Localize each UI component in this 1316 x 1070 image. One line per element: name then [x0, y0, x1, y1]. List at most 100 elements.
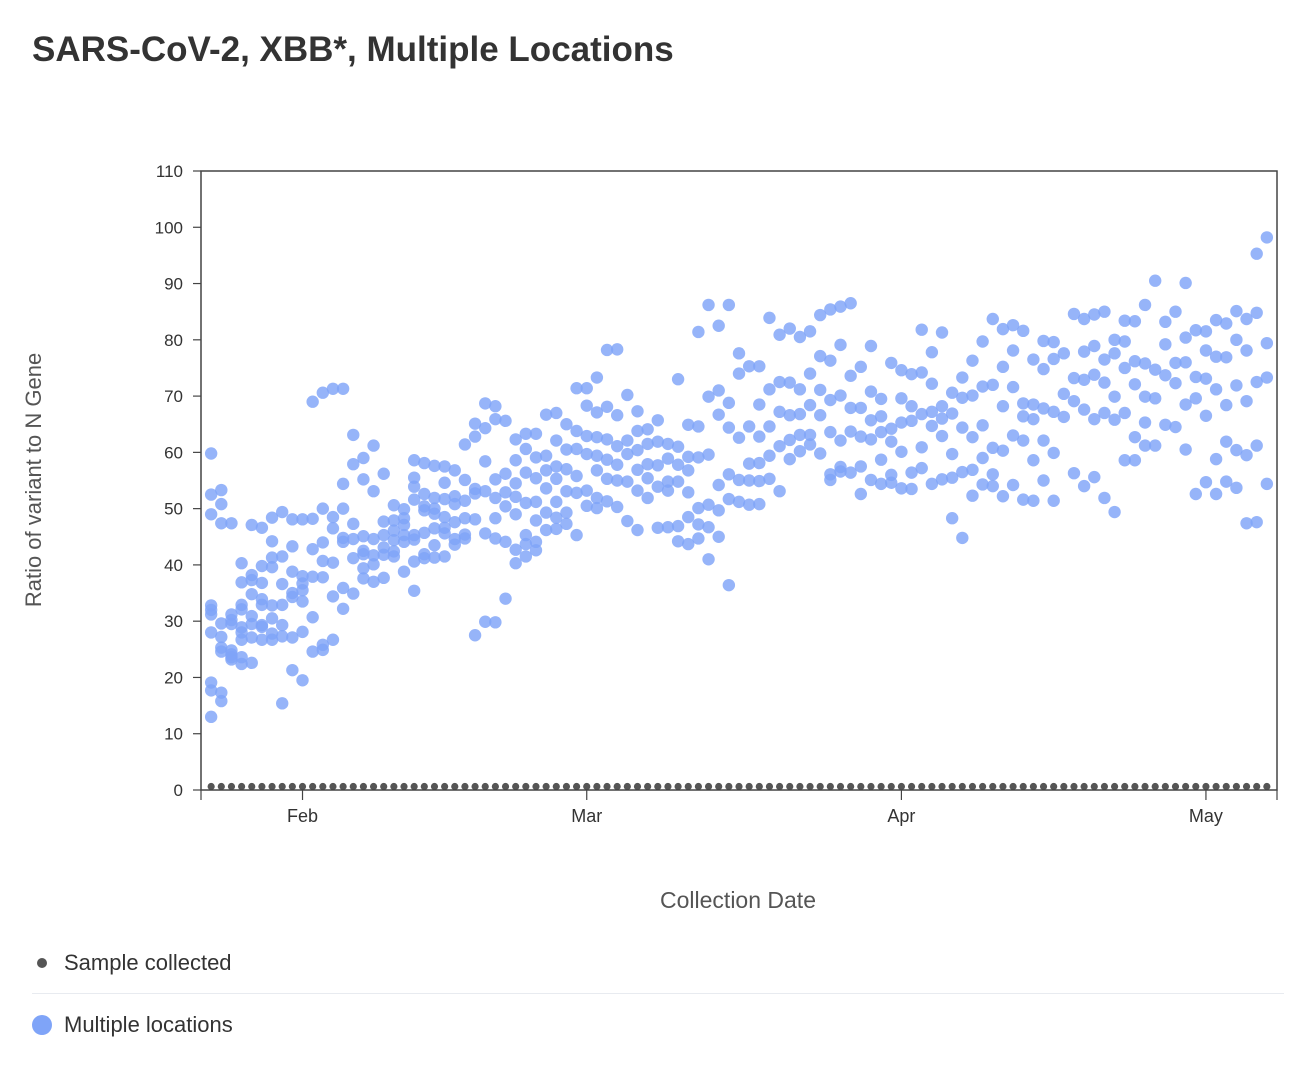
ratio-data-point[interactable]	[915, 407, 928, 421]
ratio-data-point[interactable]	[529, 451, 543, 464]
ratio-data-point[interactable]	[621, 434, 634, 447]
ratio-data-point[interactable]	[296, 674, 309, 687]
ratio-data-point[interactable]	[519, 496, 533, 510]
ratio-data-point[interactable]	[276, 697, 289, 710]
ratio-data-point[interactable]	[996, 322, 1010, 336]
ratio-data-point[interactable]	[986, 479, 999, 493]
ratio-data-point[interactable]	[631, 463, 644, 477]
ratio-data-point[interactable]	[702, 498, 715, 511]
ratio-data-point[interactable]	[956, 371, 969, 384]
ratio-data-point[interactable]	[671, 519, 685, 533]
ratio-data-point[interactable]	[438, 460, 451, 473]
ratio-data-point[interactable]	[499, 414, 512, 428]
ratio-data-point[interactable]	[844, 466, 857, 479]
ratio-data-point[interactable]	[215, 630, 228, 644]
ratio-data-point[interactable]	[651, 435, 664, 448]
ratio-data-point[interactable]	[824, 354, 837, 367]
ratio-data-point[interactable]	[1148, 274, 1162, 287]
ratio-data-point[interactable]	[1128, 355, 1142, 368]
ratio-data-point[interactable]	[895, 364, 908, 377]
ratio-data-point[interactable]	[1260, 336, 1274, 350]
ratio-data-point[interactable]	[1189, 487, 1202, 501]
ratio-data-point[interactable]	[347, 457, 360, 471]
ratio-data-point[interactable]	[1199, 325, 1213, 338]
ratio-data-point[interactable]	[1209, 452, 1223, 466]
ratio-data-point[interactable]	[1230, 443, 1243, 457]
ratio-data-point[interactable]	[1179, 356, 1192, 369]
ratio-data-point[interactable]	[783, 322, 796, 335]
ratio-data-point[interactable]	[1169, 356, 1182, 370]
ratio-data-point[interactable]	[306, 512, 319, 525]
ratio-data-point[interactable]	[824, 303, 837, 316]
ratio-data-point[interactable]	[286, 663, 299, 677]
ratio-data-point[interactable]	[499, 486, 512, 499]
ratio-data-point[interactable]	[245, 518, 258, 532]
ratio-data-point[interactable]	[479, 527, 492, 540]
ratio-data-point[interactable]	[499, 592, 512, 605]
ratio-data-point[interactable]	[550, 522, 563, 536]
ratio-data-point[interactable]	[326, 522, 340, 535]
ratio-data-point[interactable]	[276, 550, 289, 563]
ratio-data-point[interactable]	[326, 590, 340, 603]
ratio-data-point[interactable]	[732, 367, 746, 380]
ratio-data-point[interactable]	[468, 417, 482, 430]
ratio-data-point[interactable]	[509, 477, 522, 490]
ratio-data-point[interactable]	[793, 407, 807, 421]
ratio-data-point[interactable]	[1118, 314, 1131, 327]
ratio-data-point[interactable]	[763, 383, 776, 396]
ratio-data-point[interactable]	[1017, 493, 1030, 506]
ratio-data-point[interactable]	[966, 430, 979, 444]
ratio-data-point[interactable]	[692, 501, 705, 515]
ratio-data-point[interactable]	[428, 491, 441, 505]
ratio-data-point[interactable]	[864, 414, 878, 427]
ratio-data-point[interactable]	[621, 447, 634, 461]
ratio-data-point[interactable]	[956, 391, 969, 404]
ratio-data-point[interactable]	[702, 390, 715, 403]
ratio-data-point[interactable]	[367, 575, 380, 588]
ratio-data-point[interactable]	[489, 616, 502, 629]
ratio-data-point[interactable]	[895, 392, 908, 405]
ratio-data-point[interactable]	[986, 378, 999, 392]
ratio-data-point[interactable]	[1027, 398, 1040, 411]
ratio-data-point[interactable]	[1017, 434, 1030, 447]
ratio-data-point[interactable]	[905, 367, 918, 381]
ratio-data-point[interactable]	[418, 487, 431, 501]
ratio-data-point[interactable]	[1017, 397, 1030, 410]
ratio-data-point[interactable]	[367, 549, 380, 562]
ratio-data-point[interactable]	[428, 459, 441, 473]
ratio-data-point[interactable]	[590, 449, 604, 462]
ratio-data-point[interactable]	[682, 450, 695, 464]
ratio-data-point[interactable]	[306, 542, 319, 556]
ratio-data-point[interactable]	[732, 473, 746, 487]
ratio-data-point[interactable]	[1006, 318, 1020, 332]
ratio-data-point[interactable]	[265, 599, 279, 612]
ratio-data-point[interactable]	[367, 532, 380, 546]
ratio-data-point[interactable]	[1220, 351, 1233, 364]
ratio-data-point[interactable]	[468, 629, 482, 642]
ratio-data-point[interactable]	[1159, 315, 1172, 329]
ratio-data-point[interactable]	[834, 300, 847, 313]
ratio-data-point[interactable]	[519, 550, 533, 563]
ratio-data-point[interactable]	[763, 420, 776, 433]
ratio-data-point[interactable]	[1057, 387, 1071, 401]
ratio-data-point[interactable]	[722, 468, 736, 481]
ratio-data-point[interactable]	[610, 474, 624, 487]
ratio-data-point[interactable]	[945, 386, 959, 399]
ratio-data-point[interactable]	[712, 319, 725, 332]
ratio-data-point[interactable]	[387, 533, 401, 547]
ratio-data-point[interactable]	[529, 514, 543, 527]
ratio-data-point[interactable]	[265, 612, 279, 625]
ratio-data-point[interactable]	[1250, 375, 1263, 389]
ratio-data-point[interactable]	[1027, 454, 1040, 467]
ratio-data-point[interactable]	[296, 595, 309, 608]
ratio-data-point[interactable]	[905, 482, 918, 496]
ratio-data-point[interactable]	[712, 478, 725, 492]
ratio-data-point[interactable]	[560, 484, 573, 498]
ratio-data-point[interactable]	[671, 440, 685, 453]
ratio-data-point[interactable]	[326, 556, 340, 569]
ratio-data-point[interactable]	[1098, 353, 1111, 366]
ratio-data-point[interactable]	[397, 518, 411, 532]
ratio-data-point[interactable]	[621, 388, 634, 402]
ratio-data-point[interactable]	[986, 312, 999, 326]
ratio-data-point[interactable]	[692, 451, 705, 464]
